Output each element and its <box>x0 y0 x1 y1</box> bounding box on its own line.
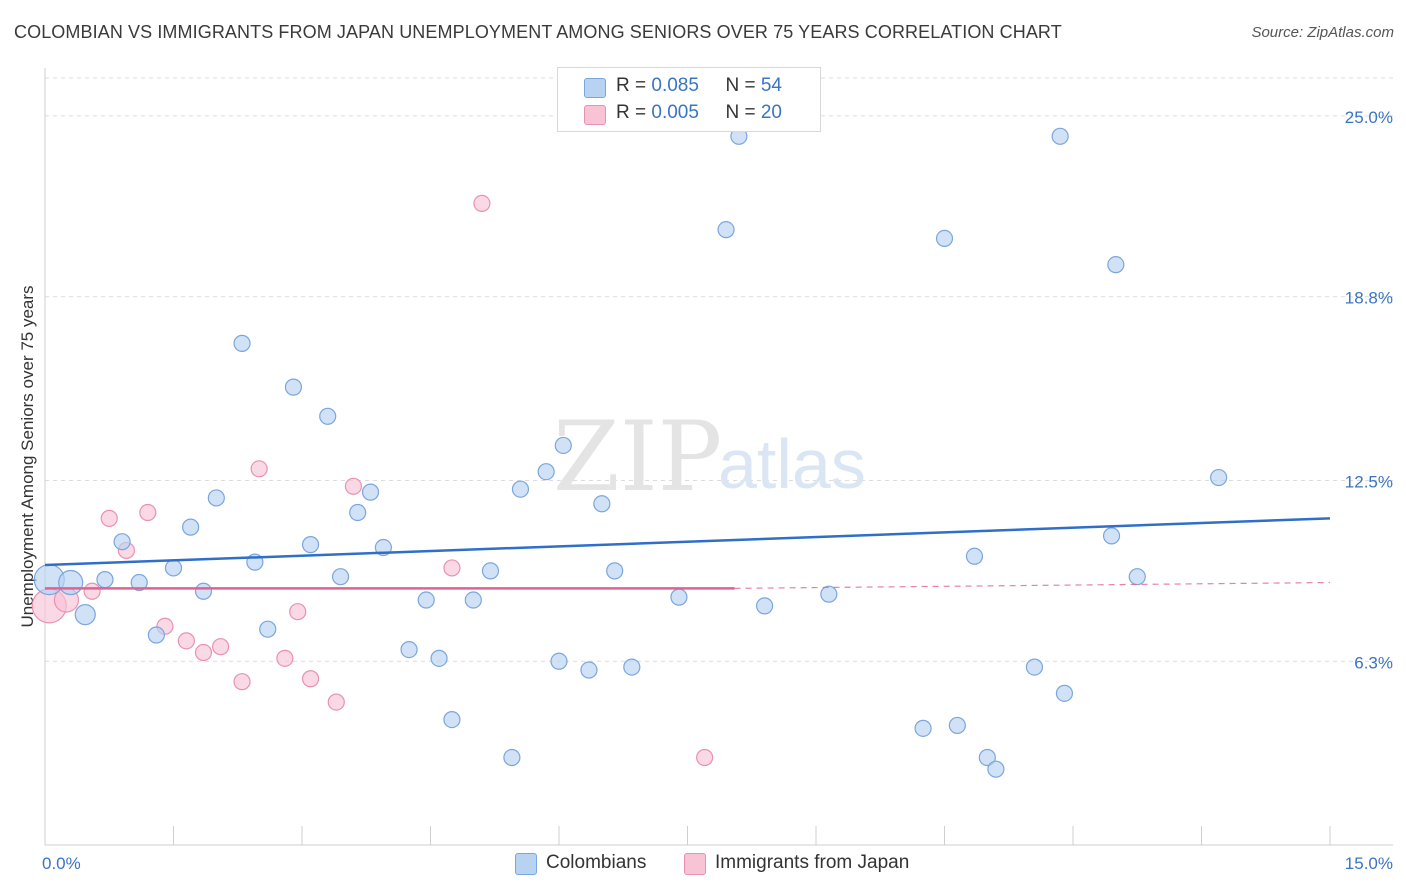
colombians-point <box>987 760 1005 778</box>
colombians-point <box>511 480 530 498</box>
r-label: R = <box>616 75 652 96</box>
japan-point <box>301 670 320 688</box>
japan-point <box>327 693 345 711</box>
colombians-point <box>400 641 418 659</box>
colombians-point <box>464 591 482 609</box>
japan-point <box>344 477 362 495</box>
colombians-point <box>580 661 598 679</box>
colombians-point <box>935 229 954 247</box>
r-value: 0.085 <box>651 75 699 96</box>
colombians-point <box>74 604 96 626</box>
colombians-point <box>481 562 500 580</box>
japan-point <box>83 582 101 600</box>
colombians-point <box>820 585 838 603</box>
colombians-legend-swatch <box>515 853 537 875</box>
colombians-point <box>554 436 572 455</box>
japan-point <box>212 638 230 656</box>
colombians-point <box>207 489 225 507</box>
y-tick-label: 12.5% <box>1345 472 1393 491</box>
colombians-point <box>194 582 213 600</box>
colombians-point <box>96 571 114 589</box>
x-tick-label: 15.0% <box>1345 854 1393 873</box>
r-label: R = <box>616 102 652 123</box>
japan-point <box>250 460 268 478</box>
colombians-point <box>233 334 251 352</box>
colombians-point <box>1102 527 1121 545</box>
n-label: N = <box>725 75 761 96</box>
colombians-point <box>1210 468 1228 487</box>
japan-legend-swatch <box>684 853 706 875</box>
colombians-point <box>58 569 84 596</box>
y-axis-label: Unemployment Among Seniors over 75 years <box>18 285 37 627</box>
colombians-point <box>1107 256 1125 274</box>
colombians-point <box>1128 568 1146 586</box>
colombians-point <box>147 626 165 644</box>
colombians-trend-line <box>44 517 1331 567</box>
n-label: N = <box>725 102 761 123</box>
japan-point <box>233 673 251 691</box>
watermark-atlas: atlas <box>718 425 866 503</box>
y-tick-label: 6.3% <box>1354 653 1393 672</box>
colombians-point <box>1055 684 1074 702</box>
colombians-point <box>623 658 641 676</box>
japan-point <box>100 509 118 527</box>
colombians-point <box>284 378 303 396</box>
legend-label: Immigrants from Japan <box>715 852 910 873</box>
colombians-point <box>164 559 183 577</box>
japan-point <box>443 559 461 577</box>
colombians-point <box>301 536 320 554</box>
colombians-point <box>717 221 735 239</box>
colombians-point <box>443 710 461 729</box>
colombians-point <box>550 652 568 670</box>
colombians-swatch <box>584 78 606 98</box>
colombians-point <box>948 716 966 735</box>
japan-point <box>473 194 491 213</box>
colombians-point <box>1051 127 1069 145</box>
colombians-point <box>593 495 611 513</box>
colombians-point <box>182 518 200 536</box>
stats-text: R = 0.085 N = 54 <box>616 75 782 97</box>
colombians-point <box>755 597 774 615</box>
colombians-point <box>606 562 624 580</box>
japan-point <box>139 503 157 522</box>
colombians-point <box>537 463 555 481</box>
colombians-point <box>914 719 932 737</box>
source-credit: Source: ZipAtlas.com <box>1251 24 1394 41</box>
japan-point <box>289 603 307 621</box>
japan-point <box>696 748 714 767</box>
japan-swatch <box>584 105 606 125</box>
colombians-point <box>503 748 521 767</box>
colombians-point <box>331 568 350 586</box>
colombians-point <box>259 620 277 638</box>
colombians-point <box>417 591 435 609</box>
x-tick-label: 0.0% <box>42 854 81 873</box>
stats-legend: R = 0.085 N = 54 R = 0.005 N = 20 <box>557 67 821 132</box>
japan-trend-extension <box>734 581 1331 589</box>
japan-point <box>177 632 195 650</box>
y-tick-label: 25.0% <box>1345 108 1393 127</box>
colombians-point <box>430 649 448 667</box>
colombians-point <box>978 748 996 767</box>
colombians-point <box>670 588 688 606</box>
chart-title: COLOMBIAN VS IMMIGRANTS FROM JAPAN UNEMP… <box>14 22 1062 42</box>
colombians-point <box>130 573 148 592</box>
colombians-point <box>349 503 367 522</box>
r-value: 0.005 <box>651 102 699 123</box>
colombians-point <box>361 483 380 501</box>
y-tick-label: 18.8% <box>1345 289 1393 308</box>
stats-text: R = 0.005 N = 20 <box>616 102 782 124</box>
japan-point <box>276 649 294 667</box>
n-value: 20 <box>760 102 782 123</box>
colombians-point <box>965 547 984 565</box>
legend-label: Colombians <box>546 852 647 873</box>
colombians-point <box>319 407 337 425</box>
colombians-point <box>1025 658 1044 676</box>
japan-point <box>194 643 213 662</box>
n-value: 54 <box>760 75 782 96</box>
colombians-point <box>113 533 131 551</box>
watermark-zip: ZIP <box>553 401 722 513</box>
